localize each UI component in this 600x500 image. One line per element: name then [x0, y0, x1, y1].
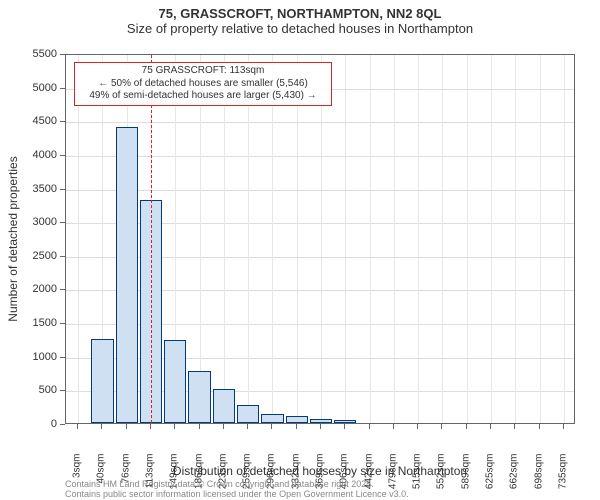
annotation-box: 75 GRASSCROFT: 113sqm← 50% of detached h… — [74, 62, 332, 106]
annotation-line: ← 50% of detached houses are smaller (5,… — [81, 78, 325, 91]
gridline-v — [297, 55, 298, 423]
xtick-mark — [150, 424, 151, 429]
gridline-v — [418, 55, 419, 423]
annotation-line: 75 GRASSCROFT: 113sqm — [81, 65, 325, 78]
xtick-mark — [247, 424, 248, 429]
ytick-mark — [60, 424, 65, 425]
gridline-v — [248, 55, 249, 423]
credits-line-2: Contains public sector information licen… — [65, 490, 575, 500]
ytick-label: 4000 — [17, 149, 57, 161]
y-axis-label: Number of detached properties — [6, 54, 24, 424]
marker-line — [151, 55, 152, 423]
ytick-label: 1500 — [17, 317, 57, 329]
gridline-v — [515, 55, 516, 423]
gridline-v — [345, 55, 346, 423]
ytick-mark — [60, 189, 65, 190]
ytick-mark — [60, 390, 65, 391]
xtick-mark — [223, 424, 224, 429]
xtick-mark — [296, 424, 297, 429]
bar — [237, 405, 259, 423]
gridline-v — [467, 55, 468, 423]
chart-container: 75, GRASSCROFT, NORTHAMPTON, NN2 8QL Siz… — [0, 0, 600, 500]
gridline-v — [491, 55, 492, 423]
xtick-mark — [344, 424, 345, 429]
ytick-label: 1000 — [17, 351, 57, 363]
xtick-mark — [417, 424, 418, 429]
ytick-label: 4500 — [17, 115, 57, 127]
bar — [188, 371, 210, 423]
gridline-h — [66, 122, 574, 123]
xtick-mark — [174, 424, 175, 429]
xtick-mark — [563, 424, 564, 429]
xtick-mark — [369, 424, 370, 429]
ytick-label: 3000 — [17, 216, 57, 228]
ytick-label: 5500 — [17, 48, 57, 60]
bar — [310, 419, 332, 423]
bar — [213, 389, 235, 423]
xtick-mark — [514, 424, 515, 429]
xtick-mark — [466, 424, 467, 429]
xtick-mark — [393, 424, 394, 429]
xtick-mark — [539, 424, 540, 429]
ytick-mark — [60, 54, 65, 55]
ytick-label: 2000 — [17, 283, 57, 295]
ytick-label: 500 — [17, 384, 57, 396]
xtick-mark — [490, 424, 491, 429]
gridline-v — [78, 55, 79, 423]
ytick-mark — [60, 88, 65, 89]
ytick-mark — [60, 222, 65, 223]
chart-title: 75, GRASSCROFT, NORTHAMPTON, NN2 8QL Siz… — [0, 6, 600, 36]
ytick-mark — [60, 155, 65, 156]
xtick-mark — [271, 424, 272, 429]
x-axis-label: Distribution of detached houses by size … — [65, 464, 575, 478]
gridline-v — [394, 55, 395, 423]
gridline-v — [272, 55, 273, 423]
xtick-mark — [199, 424, 200, 429]
gridline-h — [66, 190, 574, 191]
gridline-v — [564, 55, 565, 423]
gridline-v — [224, 55, 225, 423]
xtick-mark — [101, 424, 102, 429]
gridline-v — [321, 55, 322, 423]
annotation-line: 49% of semi-detached houses are larger (… — [81, 90, 325, 103]
gridline-v — [370, 55, 371, 423]
gridline-h — [66, 156, 574, 157]
bar — [164, 340, 186, 423]
credits: Contains HM Land Registry data © Crown c… — [65, 480, 575, 500]
bar — [334, 420, 356, 423]
title-line-1: 75, GRASSCROFT, NORTHAMPTON, NN2 8QL — [0, 6, 600, 21]
xtick-mark — [320, 424, 321, 429]
ytick-mark — [60, 121, 65, 122]
ytick-label: 3500 — [17, 183, 57, 195]
xtick-mark — [77, 424, 78, 429]
xtick-mark — [126, 424, 127, 429]
bar — [261, 414, 283, 423]
ytick-label: 2500 — [17, 250, 57, 262]
ytick-label: 0 — [17, 418, 57, 430]
bar — [91, 339, 113, 423]
plot-area — [65, 54, 575, 424]
ytick-mark — [60, 289, 65, 290]
ytick-mark — [60, 256, 65, 257]
ytick-mark — [60, 323, 65, 324]
ytick-label: 5000 — [17, 82, 57, 94]
xtick-mark — [441, 424, 442, 429]
gridline-v — [200, 55, 201, 423]
ytick-mark — [60, 357, 65, 358]
title-line-2: Size of property relative to detached ho… — [0, 21, 600, 36]
bar — [116, 127, 138, 423]
gridline-v — [442, 55, 443, 423]
gridline-v — [540, 55, 541, 423]
bar — [286, 416, 308, 423]
